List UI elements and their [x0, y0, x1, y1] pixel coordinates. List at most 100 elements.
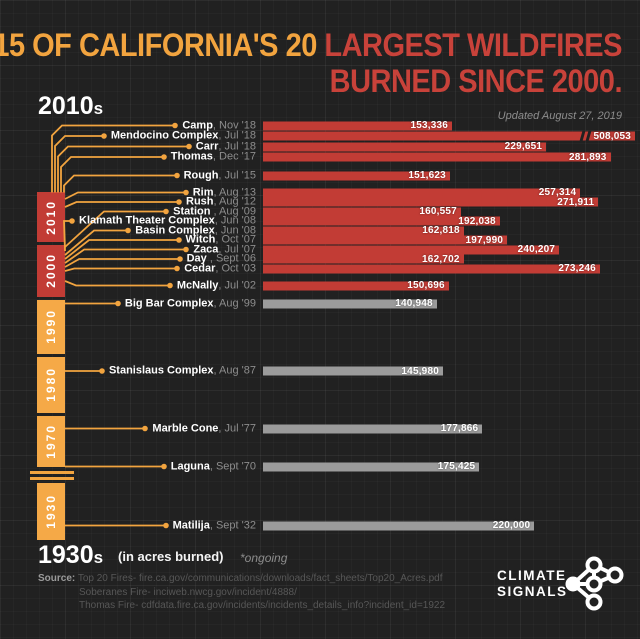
fire-name: Laguna [170, 460, 210, 472]
fire-acres-value: 229,651 [504, 141, 543, 152]
fire-bar: 197,990 [263, 234, 508, 246]
logo-word-signals: SIGNALS [497, 584, 568, 599]
updated-date: Updated August 27, 2019 [497, 110, 622, 122]
source-label: Source: [38, 573, 76, 584]
timeline-block-2000: 2000 [37, 244, 65, 297]
connector-dot [99, 368, 105, 374]
fire-date: , Jul '15 [218, 169, 256, 181]
source-text-1: Top 20 Fires- fire.ca.gov/communications… [77, 573, 443, 584]
connector-dot [163, 522, 169, 529]
fire-date: , Aug '99 [213, 297, 256, 309]
fire-acres-value: 145,980 [401, 365, 439, 377]
fire-bar: 240,207 [263, 244, 560, 255]
fire-label: Witch, Oct '07 [185, 233, 256, 246]
connector-dot [142, 425, 148, 432]
fire-name: Matilija [172, 519, 210, 531]
fire-label: Rough, Jul '15 [184, 170, 256, 181]
fire-label: Station , Aug '09 [173, 206, 256, 217]
fire-bar: 177,866 [263, 423, 483, 434]
fire-label: Stanislaus Complex, Aug '87 [108, 364, 256, 377]
fire-acres-value: 257,314 [538, 187, 577, 198]
chart-title: 15 OF CALIFORNIA'S 20 LARGEST WILDFIRES … [0, 28, 622, 100]
fire-name: Rush [186, 195, 214, 208]
fire-date: , Jul '77 [218, 422, 256, 434]
source-text-3: Thomas Fire- cdfdata.fire.ca.gov/inciden… [79, 600, 446, 611]
fire-date: , Jul '02 [218, 279, 256, 291]
fire-acres-value: 273,246 [558, 263, 596, 274]
fire-name: Rough [183, 169, 219, 181]
title-red-part: LARGEST WILDFIRES [324, 28, 622, 64]
fire-name: Marble Cone [152, 422, 219, 434]
connector-line [64, 201, 177, 208]
timeline-block-label: 1990 [44, 309, 58, 345]
fire-date: , Jul '07 [218, 243, 256, 255]
fire-label: Marble Cone, Jul '77 [152, 423, 256, 434]
fire-acres-value: 175,425 [437, 461, 476, 472]
fire-date: , Aug '09 [213, 205, 256, 217]
bar-axis-break [585, 130, 592, 142]
fire-bar: 160,557 [263, 206, 461, 217]
fire-date: , Jun '08 [214, 224, 256, 236]
connector-line [64, 191, 184, 200]
era-bottom-text: 1930 [38, 541, 94, 569]
fire-bar: 150,696 [263, 280, 449, 291]
network-icon [565, 556, 624, 611]
connector-dot [176, 199, 182, 205]
fire-bar: 220,000 [263, 520, 535, 531]
fire-name: Basin Complex [135, 224, 215, 236]
fire-acres-value: 508,053 [593, 130, 631, 142]
fire-acres-value: 140,948 [395, 298, 433, 309]
connector-dot [186, 143, 192, 150]
connector-dot [167, 282, 173, 289]
connector-dot [183, 246, 189, 253]
connector-dot [115, 300, 121, 307]
fire-bar: 192,038 [263, 215, 500, 227]
fire-date: , Jun '08 [214, 214, 256, 227]
connector-dot [172, 122, 178, 129]
fire-label: Rim, Aug '13 [193, 187, 256, 198]
fire-name: Carr [195, 140, 219, 152]
source-block: Source: Top 20 Fires- fire.ca.gov/commun… [38, 572, 445, 613]
connector-dot [161, 154, 167, 160]
fire-acres-value: 162,818 [422, 225, 460, 236]
title-count-highlight: 15 OF CALIFORNIA'S 20 [0, 28, 317, 64]
timeline-block-label: 1980 [44, 367, 58, 403]
logo-word-climate: CLIMATE [497, 568, 567, 583]
fire-bar: 151,623 [263, 170, 450, 181]
fire-acres-value: 192,038 [458, 215, 496, 227]
connector-dot [101, 133, 107, 139]
connector-line [60, 156, 162, 193]
timeline-block-label: 1930 [44, 494, 58, 529]
fire-date: , Nov '18 [212, 119, 256, 131]
fire-date: , Sept '06 [209, 252, 256, 265]
connector-dot [161, 463, 167, 470]
timeline-block-2010: 2010 [37, 192, 65, 242]
fire-date: , Aug '12 [213, 195, 256, 208]
fire-date: , Dec '17 [212, 150, 256, 163]
fire-acres-value: 197,990 [465, 234, 504, 246]
title-line2: BURNED SINCE 2000. [329, 63, 623, 100]
fire-bar: 229,651 [263, 141, 547, 152]
fire-label: Big Bar Complex, Aug '99 [125, 298, 256, 309]
fire-label: Laguna, Sept '70 [171, 461, 256, 472]
fire-bar: 508,053 [263, 130, 635, 142]
ongoing-note: *ongoing [240, 551, 288, 565]
connector-line [57, 145, 187, 193]
fire-date: , Aug '87 [213, 364, 256, 377]
era-label-2010s: 2010s [38, 92, 103, 121]
fire-name: Witch [185, 233, 216, 246]
timeline-block-label: 2000 [44, 253, 58, 289]
fire-acres-value: 160,557 [419, 206, 457, 217]
timeline-block-1980: 1980 [37, 356, 65, 413]
fire-bar: 145,980 [263, 365, 443, 377]
fire-label: Zaca, Jul '07 [193, 244, 256, 255]
fire-date: , Sept '70 [209, 460, 256, 472]
fire-bar: 281,893 [263, 152, 611, 163]
fire-name: Cedar [184, 262, 216, 274]
title-line1: 15 OF CALIFORNIA'S 20 LARGEST WILDFIRES [0, 28, 622, 64]
connector-dot [176, 237, 182, 243]
connector-line [64, 280, 168, 287]
connector-dot [174, 265, 180, 272]
fire-name: Stanislaus Complex [108, 364, 214, 377]
timeline-break [30, 470, 74, 474]
